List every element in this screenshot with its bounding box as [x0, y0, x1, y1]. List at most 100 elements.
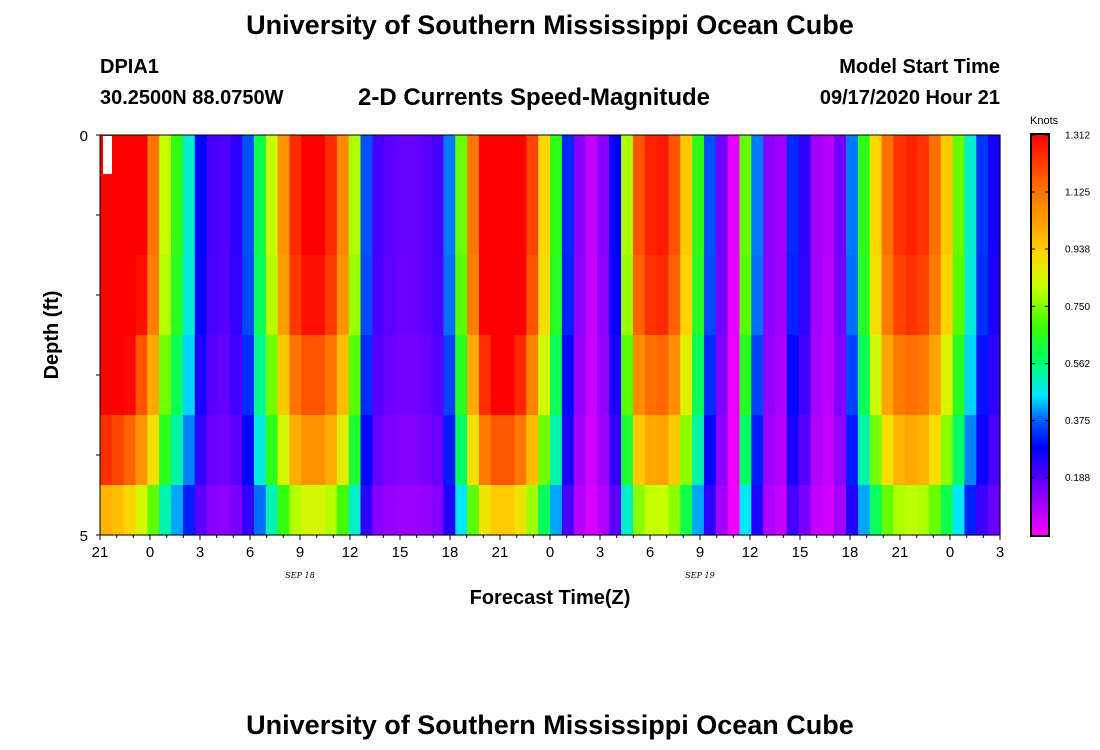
heatmap-cell: [313, 255, 326, 336]
heatmap-cell: [514, 415, 527, 486]
heatmap-cell: [550, 255, 563, 336]
heatmap-cell: [609, 485, 622, 536]
heatmap-cell: [621, 255, 634, 336]
heatmap-cell: [171, 335, 184, 416]
heatmap-cell: [917, 335, 930, 416]
heatmap-cell: [585, 335, 598, 416]
heatmap-cell: [123, 415, 137, 486]
heatmap-cell: [976, 485, 989, 536]
heatmap-cell: [490, 135, 504, 186]
heatmap-cell: [490, 185, 504, 256]
heatmap-cell: [739, 255, 752, 336]
heatmap-cell: [680, 485, 693, 536]
heatmap-cell: [372, 185, 385, 256]
heatmap-cell: [478, 415, 492, 486]
heatmap-cell: [703, 135, 717, 186]
heatmap-cell: [656, 485, 670, 536]
heatmap-cell: [230, 415, 243, 486]
heatmap-cell: [846, 335, 859, 416]
heatmap-cell: [585, 415, 598, 486]
heatmap-cell: [928, 255, 942, 336]
heatmap-cell: [988, 185, 1001, 256]
heatmap-cell: [419, 485, 433, 536]
heatmap-cell: [763, 255, 776, 336]
footer-title: University of Southern Mississippi Ocean…: [246, 710, 854, 740]
heatmap-cell: [846, 135, 859, 186]
heatmap-cell: [857, 415, 871, 486]
heatmap-cell: [538, 135, 551, 186]
heatmap-cell: [490, 415, 504, 486]
heatmap-cell: [419, 135, 433, 186]
heatmap-cell: [763, 135, 776, 186]
heatmap-cell: [976, 415, 989, 486]
heatmap-cell: [147, 335, 160, 416]
heatmap-cell: [940, 335, 954, 416]
heatmap-cell: [715, 185, 729, 256]
page-title: University of Southern Mississippi Ocean…: [246, 10, 854, 40]
heatmap-cell: [928, 485, 942, 536]
heatmap-cell: [135, 485, 148, 536]
heatmap-cell: [917, 255, 930, 336]
y-tick-label: 0: [80, 128, 88, 145]
heatmap-cell: [905, 185, 918, 256]
heatmap-cell: [111, 135, 125, 186]
heatmap-cell: [609, 255, 622, 336]
heatmap-cell: [775, 255, 788, 336]
heatmap-cell: [632, 485, 646, 536]
heatmap-cell: [597, 185, 610, 256]
heatmap-cell: [703, 255, 717, 336]
heatmap-cell: [372, 255, 385, 336]
heatmap-cell: [194, 135, 208, 186]
heatmap-cell: [869, 485, 883, 536]
heatmap-cell: [289, 485, 302, 536]
heatmap-cell: [159, 335, 172, 416]
heatmap-cell: [277, 485, 291, 536]
heatmap-cell: [431, 135, 445, 186]
heatmap-cell: [194, 335, 208, 416]
x-tick-label: 21: [92, 544, 109, 561]
heatmap-cell: [100, 485, 113, 536]
heatmap-cell: [786, 335, 800, 416]
heatmap-cell: [609, 335, 622, 416]
heatmap-cell: [940, 415, 954, 486]
heatmap-cell: [727, 485, 741, 536]
heatmap-cell: [277, 415, 291, 486]
heatmap-cell: [680, 415, 693, 486]
heatmap-cell: [348, 255, 362, 336]
heatmap-cell: [692, 335, 705, 416]
x-tick-label: 21: [492, 544, 509, 561]
heatmap-cell: [988, 485, 1001, 536]
heatmap-cell: [692, 255, 705, 336]
heatmap-cell: [857, 185, 871, 256]
heatmap-cell: [443, 415, 456, 486]
heatmap-cell: [585, 255, 598, 336]
heatmap-cell: [289, 335, 302, 416]
heatmap-cell: [478, 485, 492, 536]
heatmap-cell: [396, 485, 409, 536]
x-tick-label: 15: [392, 544, 409, 561]
heatmap-cell: [585, 185, 598, 256]
heatmap-cell: [905, 485, 918, 536]
heatmap-cell: [763, 415, 776, 486]
heatmap-cell: [976, 335, 989, 416]
heatmap-cell: [680, 135, 693, 186]
heatmap-cell: [763, 485, 776, 536]
heatmap-cell: [467, 135, 480, 186]
heatmap-cell: [384, 415, 397, 486]
heatmap-cell: [502, 415, 516, 486]
heatmap-cell: [265, 185, 279, 256]
heatmap-cell: [100, 255, 113, 336]
heatmap-cell: [952, 135, 966, 186]
heatmap-cell: [372, 335, 385, 416]
heatmap-cell: [325, 255, 338, 336]
heatmap-cell: [301, 415, 314, 486]
heatmap-cell: [893, 255, 906, 336]
heatmap-cell: [538, 415, 551, 486]
heatmap-cell: [952, 335, 966, 416]
heatmap-cell: [206, 255, 220, 336]
heatmap-cell: [786, 485, 800, 536]
heatmap-cell: [550, 415, 563, 486]
heatmap-cell: [656, 135, 670, 186]
heatmap-cell: [561, 185, 575, 256]
heatmap-cell: [810, 485, 823, 536]
